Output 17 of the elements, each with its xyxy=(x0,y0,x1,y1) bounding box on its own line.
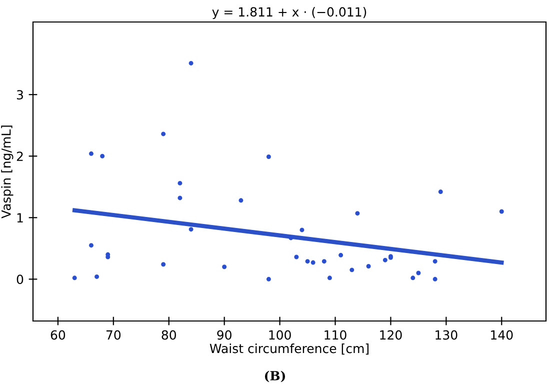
y-axis-title: Vaspin [ng/mL] xyxy=(1,126,14,218)
y-tick-label: 2 xyxy=(16,152,23,161)
x-tick-label: 90 xyxy=(217,330,232,340)
y-tick-label: 3 xyxy=(16,90,23,100)
text: (B) xyxy=(264,370,286,382)
x-tick-label: 110 xyxy=(324,330,346,340)
x-tick-label: 130 xyxy=(436,330,458,340)
chart-title: y = 1.811 + x · (−0.011) xyxy=(212,6,366,20)
x-tick-label: 80 xyxy=(162,330,176,340)
x-tick-label: 60 xyxy=(50,330,66,340)
x-tick-label: 140 xyxy=(491,330,513,340)
x-tick-label: 100 xyxy=(269,330,291,340)
x-tick-label: 70 xyxy=(106,330,121,340)
y-tick-label: 0 xyxy=(16,274,24,284)
x-tick-label: 120 xyxy=(380,330,402,340)
x-axis-title: Waist circumference [cm] xyxy=(210,344,369,355)
y-tick-label: 1 xyxy=(17,213,23,222)
